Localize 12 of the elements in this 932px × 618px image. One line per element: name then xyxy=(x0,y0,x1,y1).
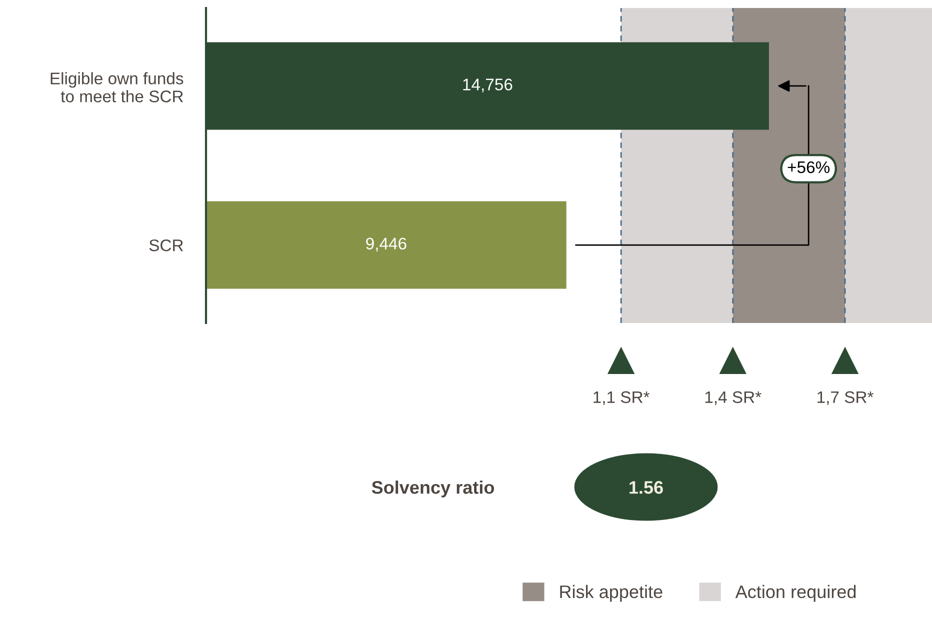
text: 1,7 SR* xyxy=(818,391,874,406)
data-label: 14,756 xyxy=(463,78,512,92)
y-tick-label: SCR xyxy=(149,239,184,252)
y-tick-label: Eligible own funds to meet the SCR xyxy=(50,72,184,102)
text: 1.56 xyxy=(630,481,663,494)
annotation: +56% xyxy=(788,161,830,174)
text: 1,1 SR* xyxy=(594,391,650,406)
text: Solvency ratio xyxy=(372,480,494,498)
data-label: 9,446 xyxy=(366,238,406,252)
legend-label: Action required xyxy=(735,584,856,602)
text: 1,4 SR* xyxy=(705,391,762,406)
legend-label: Risk appetite xyxy=(560,584,662,602)
